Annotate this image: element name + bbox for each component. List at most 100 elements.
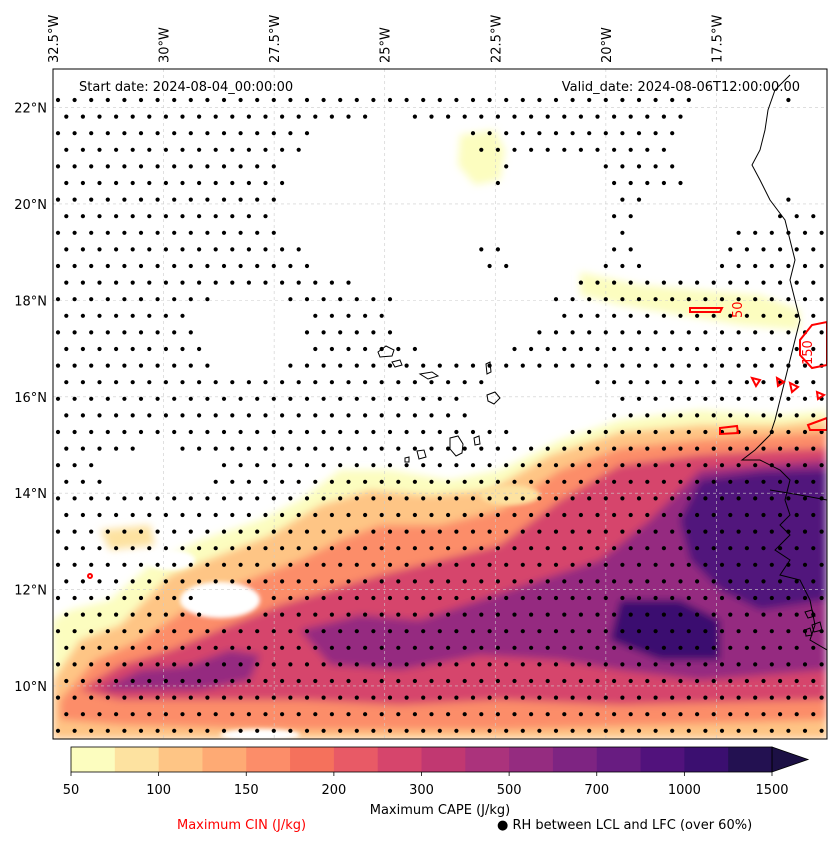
rh-dot	[280, 678, 285, 684]
rh-dot	[130, 413, 135, 418]
rh-dot	[180, 380, 185, 385]
rh-dot	[255, 728, 260, 733]
rh-dot	[246, 678, 251, 684]
rh-dot	[55, 297, 61, 302]
colorbar-segment	[333, 747, 379, 772]
rh-dot	[645, 612, 650, 617]
rh-dot	[620, 131, 625, 136]
rh-dot	[628, 413, 633, 418]
rh-dot	[695, 645, 700, 650]
rh-dot	[603, 429, 608, 435]
rh-dot	[802, 230, 808, 235]
rh-dot	[753, 396, 758, 401]
rh-dot	[811, 546, 816, 551]
rh-dot	[230, 678, 235, 684]
rh-dot	[155, 529, 160, 534]
rh-dot	[263, 678, 268, 684]
rh-dot	[230, 114, 235, 119]
rh-dot	[636, 496, 642, 501]
rh-dot	[138, 330, 144, 335]
rh-dot	[180, 413, 185, 418]
africa-coast	[740, 74, 827, 651]
rh-dot	[288, 728, 293, 733]
rh-dot	[97, 579, 102, 584]
rh-dot	[487, 529, 492, 534]
rh-dot	[404, 529, 409, 534]
rh-dot	[753, 496, 758, 501]
rh-dot	[653, 562, 658, 567]
rh-dot	[703, 330, 708, 335]
rh-dot	[520, 496, 525, 501]
rh-dot	[711, 346, 716, 352]
rh-dot	[653, 463, 658, 468]
rh-dot	[495, 512, 500, 518]
rh-dot	[180, 147, 185, 152]
rh-dot	[130, 313, 135, 318]
rh-dot	[130, 247, 135, 252]
rh-dot	[313, 413, 318, 418]
rh-dot	[296, 479, 301, 484]
rh-dot	[512, 512, 517, 518]
rh-dot	[363, 313, 368, 318]
rh-dot	[147, 313, 152, 318]
rh-dot	[346, 712, 351, 717]
rh-dot	[180, 645, 185, 650]
rh-dot	[338, 396, 343, 401]
rh-dot	[387, 695, 393, 700]
rh-dot	[545, 678, 550, 684]
rh-dot	[495, 114, 500, 119]
rh-dot	[197, 380, 202, 385]
rh-dot	[122, 429, 127, 435]
rh-dot	[711, 546, 716, 551]
rh-dot	[587, 463, 592, 468]
rh-dot	[529, 512, 534, 518]
rh-dot	[371, 529, 376, 534]
rh-dot	[296, 678, 301, 684]
rh-dot	[155, 330, 160, 335]
rh-dot	[786, 463, 791, 468]
rh-dot	[736, 263, 741, 269]
rh-dot	[421, 562, 426, 567]
rh-dot	[379, 612, 384, 617]
rh-dot	[769, 595, 774, 601]
rh-dot	[678, 512, 683, 518]
rh-dot	[105, 131, 110, 136]
rh-dot	[421, 728, 426, 733]
rh-dot	[487, 363, 492, 368]
cin-contour	[806, 416, 827, 431]
rh-dot	[329, 114, 334, 119]
rh-dot	[72, 595, 77, 601]
rh-dot	[437, 363, 442, 368]
rh-dot	[686, 297, 691, 302]
rh-dot	[197, 712, 202, 717]
rh-dot	[354, 595, 359, 601]
rh-dot	[296, 380, 301, 385]
rh-dot	[130, 346, 135, 352]
rh-dot	[429, 645, 434, 650]
rh-dot	[163, 678, 168, 684]
rh-dot	[587, 363, 592, 368]
rh-dot	[172, 496, 177, 501]
rh-dot	[188, 363, 193, 368]
lat-tick-label: 10°N	[14, 680, 47, 695]
rh-dot	[379, 678, 384, 684]
rh-dot	[205, 197, 210, 202]
rh-dot	[72, 496, 77, 501]
rh-dot	[147, 180, 152, 186]
rh-dot	[620, 429, 625, 435]
rh-dot	[230, 280, 235, 285]
rh-dot	[578, 147, 584, 152]
rh-dot	[55, 595, 61, 601]
rh-dot	[636, 363, 642, 368]
rh-dot	[155, 595, 160, 601]
rh-dot	[769, 529, 774, 534]
rh-dot	[719, 695, 725, 700]
rh-dot	[205, 131, 210, 136]
rh-dot	[80, 446, 85, 451]
rh-dot	[802, 463, 808, 468]
rh-dot	[122, 197, 127, 202]
rh-dot	[346, 479, 351, 484]
rh-dot	[89, 562, 94, 567]
rh-dot	[55, 230, 61, 235]
rh-dot	[114, 712, 119, 717]
